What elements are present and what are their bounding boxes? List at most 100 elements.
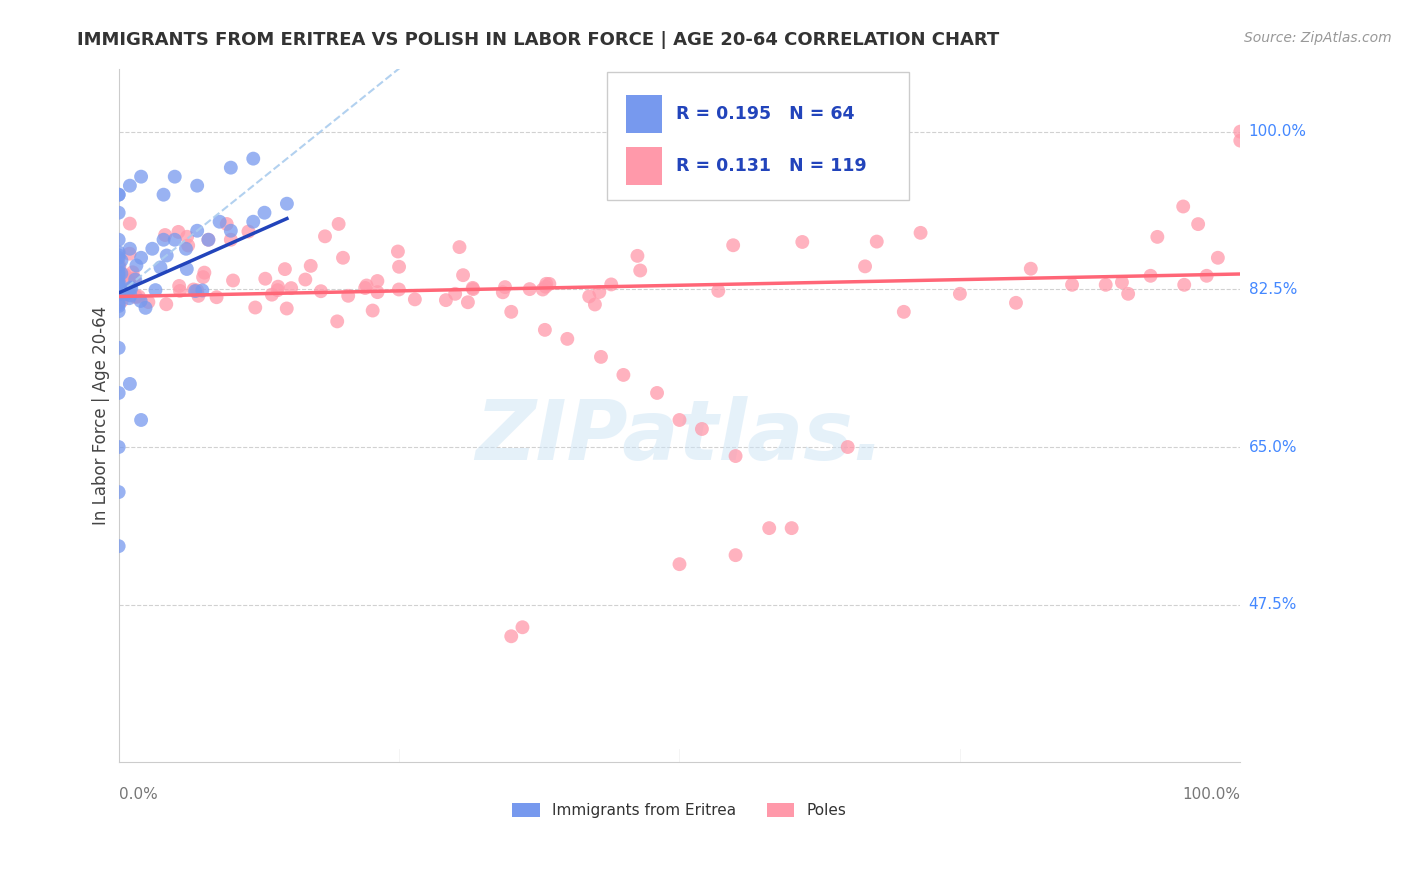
Point bbox=[120, 288, 142, 302]
Point bbox=[120, 281, 142, 295]
Point bbox=[129, 293, 152, 308]
Point bbox=[309, 284, 332, 298]
Point bbox=[328, 217, 350, 231]
Point bbox=[111, 293, 134, 308]
Point bbox=[668, 557, 690, 571]
Point bbox=[434, 293, 457, 307]
Point bbox=[583, 297, 606, 311]
Point bbox=[118, 291, 141, 305]
Point bbox=[519, 282, 541, 296]
Point bbox=[461, 282, 484, 296]
Point bbox=[107, 304, 129, 318]
Point bbox=[107, 265, 129, 279]
Point bbox=[444, 286, 467, 301]
Point bbox=[600, 277, 623, 292]
Point bbox=[280, 281, 302, 295]
Point bbox=[118, 376, 141, 391]
Point bbox=[588, 285, 610, 299]
Legend: Immigrants from Eritrea, Poles: Immigrants from Eritrea, Poles bbox=[506, 797, 852, 824]
Point bbox=[153, 227, 176, 242]
Point bbox=[1019, 261, 1042, 276]
Point bbox=[388, 260, 411, 274]
Text: 82.5%: 82.5% bbox=[1249, 282, 1296, 297]
Point bbox=[107, 539, 129, 553]
Point bbox=[121, 265, 143, 279]
Point bbox=[176, 262, 198, 277]
Point bbox=[1094, 277, 1116, 292]
Point bbox=[1187, 217, 1209, 231]
Point bbox=[254, 271, 277, 285]
Point bbox=[183, 283, 205, 297]
Y-axis label: In Labor Force | Age 20-64: In Labor Force | Age 20-64 bbox=[93, 306, 110, 525]
Point bbox=[152, 233, 174, 247]
Point bbox=[141, 242, 163, 256]
Point bbox=[107, 260, 129, 274]
Point bbox=[242, 215, 264, 229]
Point bbox=[167, 279, 190, 293]
Point bbox=[1111, 275, 1133, 289]
Point bbox=[125, 290, 148, 304]
Point bbox=[125, 259, 148, 273]
Point bbox=[1195, 268, 1218, 283]
Text: ZIPatlas.: ZIPatlas. bbox=[475, 396, 884, 477]
Point bbox=[215, 217, 238, 231]
Point bbox=[457, 295, 479, 310]
Point bbox=[107, 287, 129, 301]
Point bbox=[645, 386, 668, 401]
Point bbox=[107, 341, 129, 355]
Point bbox=[1005, 295, 1028, 310]
Point bbox=[107, 440, 129, 454]
Point bbox=[668, 413, 690, 427]
Point bbox=[197, 233, 219, 247]
Point bbox=[169, 284, 191, 298]
Point bbox=[208, 215, 231, 229]
Text: R = 0.131   N = 119: R = 0.131 N = 119 bbox=[676, 157, 866, 175]
Point bbox=[184, 284, 207, 298]
Point bbox=[314, 229, 336, 244]
Point bbox=[107, 287, 129, 301]
Point bbox=[910, 226, 932, 240]
Point bbox=[538, 277, 561, 291]
Point bbox=[155, 297, 177, 311]
Point bbox=[589, 350, 612, 364]
Point bbox=[205, 290, 228, 304]
Point bbox=[107, 280, 129, 294]
Point bbox=[1139, 268, 1161, 283]
Point bbox=[245, 301, 267, 315]
Point bbox=[110, 267, 132, 281]
Point bbox=[118, 178, 141, 193]
Point bbox=[501, 629, 523, 643]
Point bbox=[294, 272, 316, 286]
Point bbox=[110, 253, 132, 268]
Text: 100.0%: 100.0% bbox=[1182, 788, 1240, 803]
Point bbox=[177, 238, 200, 252]
Point bbox=[276, 301, 298, 316]
Point bbox=[534, 323, 557, 337]
FancyBboxPatch shape bbox=[606, 72, 910, 201]
Point bbox=[387, 244, 409, 259]
Point bbox=[107, 280, 129, 294]
Point bbox=[107, 187, 129, 202]
Text: 0.0%: 0.0% bbox=[118, 788, 157, 803]
Point bbox=[118, 246, 141, 260]
Point bbox=[274, 262, 297, 277]
Point bbox=[253, 205, 276, 219]
Point bbox=[138, 295, 160, 310]
Point bbox=[1173, 199, 1195, 213]
Point bbox=[219, 224, 242, 238]
Point bbox=[707, 284, 730, 298]
Point bbox=[118, 274, 141, 288]
Point bbox=[1116, 286, 1139, 301]
Point bbox=[366, 274, 388, 288]
Point bbox=[780, 521, 803, 535]
Point bbox=[163, 233, 186, 247]
Point bbox=[107, 268, 129, 283]
Point bbox=[501, 305, 523, 319]
Point bbox=[219, 233, 242, 247]
Point bbox=[124, 272, 146, 286]
Point bbox=[107, 274, 129, 288]
Point bbox=[260, 287, 283, 301]
Point bbox=[129, 251, 152, 265]
Point bbox=[853, 260, 876, 274]
Point bbox=[299, 259, 322, 273]
